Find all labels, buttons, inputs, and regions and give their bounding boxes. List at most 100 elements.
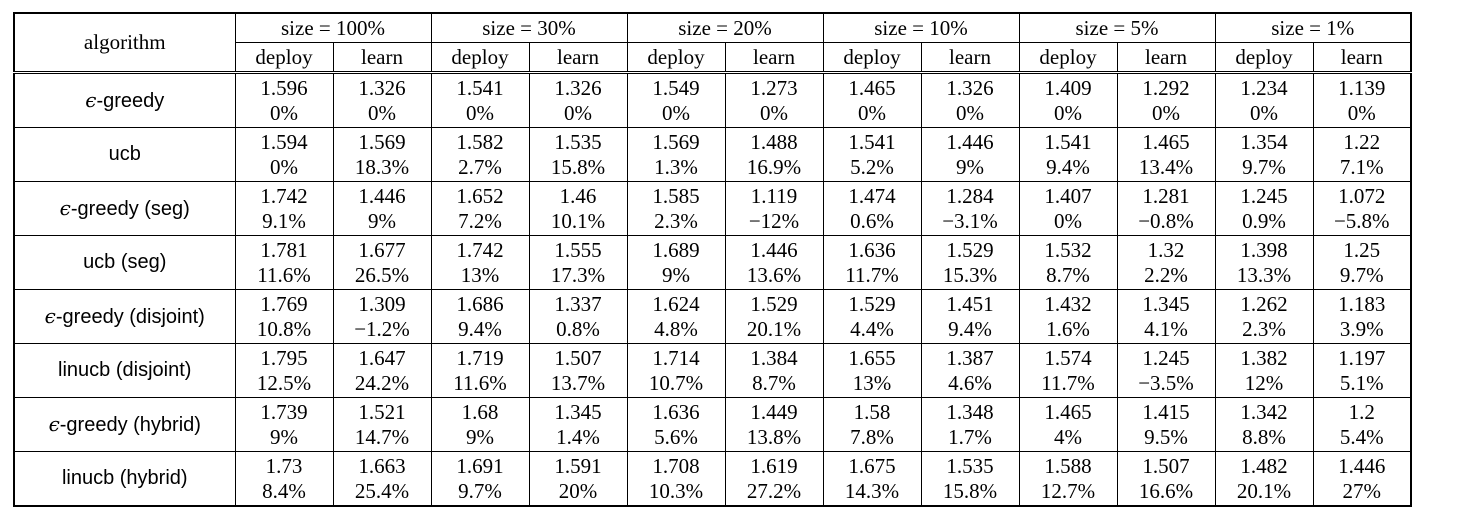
metric-cell: 1.262 2.3%	[1214, 289, 1313, 344]
ctr-value: 1.541	[1044, 129, 1092, 154]
metric-cell: 1.326 0%	[528, 71, 627, 128]
size-group-header: size = 10%	[822, 12, 1020, 43]
metric-cell: 1.686 9.4%	[430, 289, 529, 344]
lift-percent: 16.6%	[1138, 478, 1194, 503]
ctr-value: 1.465	[1142, 129, 1190, 154]
ctr-value: 1.139	[1338, 75, 1386, 100]
ctr-value: 1.521	[358, 399, 406, 424]
lift-percent: 9%	[956, 154, 984, 179]
ctr-value: 1.541	[456, 75, 504, 100]
lift-percent: 27%	[1342, 478, 1382, 503]
lift-percent: 7.8%	[850, 424, 894, 449]
lift-percent: 0.8%	[556, 316, 600, 341]
lift-percent: 8.8%	[1242, 424, 1286, 449]
metric-cell: 1.446 9%	[332, 181, 431, 236]
algorithm-label: ucb (seg)	[83, 251, 167, 273]
size-group-header: size = 5%	[1018, 12, 1216, 43]
metric-cell: 1.529 4.4%	[822, 289, 921, 344]
ctr-value: 1.585	[652, 183, 700, 208]
algorithm-header: algorithm	[13, 12, 236, 73]
ctr-value: 1.647	[358, 345, 406, 370]
metric-cell: 1.655 13%	[822, 343, 921, 398]
lift-percent: 9.4%	[948, 316, 992, 341]
lift-percent: 9%	[662, 262, 690, 287]
lift-percent: 13.7%	[550, 370, 606, 395]
header-row-sub: deploy learn deploy learn deploy learn deploy l…	[14, 42, 1412, 73]
lift-percent: 9%	[270, 424, 298, 449]
lift-percent: 0%	[564, 100, 592, 125]
ctr-value: 1.769	[260, 291, 308, 316]
metric-cell: 1.532 8.7%	[1018, 235, 1117, 290]
lift-percent: 15.8%	[942, 478, 998, 503]
lift-percent: 0%	[270, 100, 298, 125]
data-row: ϵ-greedy (disjoint) 1.769 10.8% 1.309 −1.2% 1…	[13, 289, 1412, 344]
metric-cell: 1.521 14.7%	[332, 397, 431, 452]
lift-percent: 0%	[956, 100, 984, 125]
ctr-value: 1.686	[456, 291, 504, 316]
ctr-value: 1.446	[1338, 453, 1386, 478]
algorithm-name: ucb (seg)	[13, 235, 236, 290]
algorithm-label: -greedy	[96, 90, 165, 112]
size-group-header: size = 30%	[430, 12, 628, 43]
deploy-header: deploy	[234, 42, 333, 73]
lift-percent: 13.3%	[1236, 262, 1292, 287]
lift-percent: 2.3%	[654, 208, 698, 233]
lift-percent: 4.8%	[654, 316, 698, 341]
lift-percent: 11.7%	[1041, 370, 1095, 395]
ctr-value: 1.309	[358, 291, 406, 316]
ctr-value: 1.795	[260, 345, 308, 370]
metric-cell: 1.139 0%	[1312, 71, 1412, 128]
lift-percent: 16.9%	[746, 154, 802, 179]
lift-percent: 7.2%	[458, 208, 502, 233]
metric-cell: 1.541 9.4%	[1018, 127, 1117, 182]
metric-cell: 1.574 11.7%	[1018, 343, 1117, 398]
ctr-value: 1.535	[554, 129, 602, 154]
learn-header: learn	[332, 42, 431, 73]
metric-cell: 1.795 12.5%	[234, 343, 333, 398]
metric-cell: 1.714 10.7%	[626, 343, 725, 398]
ctr-value: 1.594	[260, 129, 308, 154]
ctr-value: 1.2	[1348, 399, 1375, 424]
lift-percent: 0%	[1054, 208, 1082, 233]
metric-cell: 1.46 10.1%	[528, 181, 627, 236]
lift-percent: 10.8%	[256, 316, 312, 341]
ctr-value: 1.541	[848, 129, 896, 154]
learn-header: learn	[920, 42, 1019, 73]
metric-cell: 1.507 13.7%	[528, 343, 627, 398]
header-row-groups: algorithm size = 100% size = 30% size = 20%…	[13, 12, 1412, 73]
metric-cell: 1.58 7.8%	[822, 397, 921, 452]
lift-percent: 5.1%	[1339, 370, 1384, 395]
metric-cell: 1.451 9.4%	[920, 289, 1019, 344]
ctr-value: 1.384	[750, 345, 798, 370]
ctr-value: 1.387	[946, 345, 994, 370]
ctr-value: 1.488	[750, 129, 798, 154]
ctr-value: 1.273	[750, 75, 798, 100]
metric-cell: 1.591 20%	[528, 451, 627, 507]
metric-cell: 1.585 2.3%	[626, 181, 725, 236]
metric-cell: 1.619 27.2%	[724, 451, 823, 507]
lift-percent: 7.1%	[1339, 154, 1384, 179]
metric-cell: 1.245 0.9%	[1214, 181, 1313, 236]
algorithm-name: linucb (disjoint)	[13, 343, 236, 398]
ctr-value: 1.781	[260, 237, 308, 262]
metric-cell: 1.569 1.3%	[626, 127, 725, 182]
metric-cell: 1.465 4%	[1018, 397, 1117, 452]
lift-percent: 9%	[466, 424, 494, 449]
metric-cell: 1.446 13.6%	[724, 235, 823, 290]
ctr-value: 1.446	[750, 237, 798, 262]
ctr-value: 1.446	[358, 183, 406, 208]
size-group-header: size = 1%	[1214, 12, 1412, 43]
learn-header: learn	[1116, 42, 1215, 73]
ctr-value: 1.529	[750, 291, 798, 316]
metric-cell: 1.309 −1.2%	[332, 289, 431, 344]
lift-percent: −3.5%	[1138, 370, 1194, 395]
metric-cell: 1.691 9.7%	[430, 451, 529, 507]
ctr-value: 1.281	[1142, 183, 1190, 208]
lift-percent: 12%	[1244, 370, 1284, 395]
metric-cell: 1.119 −12%	[724, 181, 823, 236]
lift-percent: 5.4%	[1339, 424, 1384, 449]
metric-cell: 1.73 8.4%	[234, 451, 333, 507]
ctr-value: 1.183	[1338, 291, 1386, 316]
lift-percent: −12%	[748, 208, 800, 233]
metric-cell: 1.409 0%	[1018, 71, 1117, 128]
